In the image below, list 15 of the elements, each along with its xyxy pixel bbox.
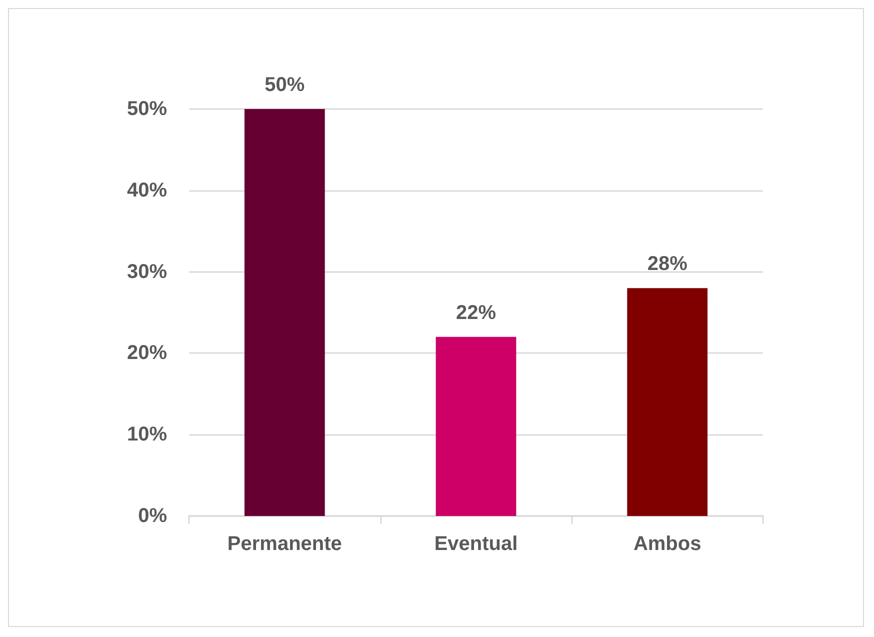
x-tick-label: Eventual bbox=[434, 533, 518, 555]
x-tick-label: Ambos bbox=[633, 533, 702, 555]
y-tick-label: 50% bbox=[126, 98, 168, 120]
y-tick-label: 10% bbox=[126, 424, 168, 446]
data-label: 28% bbox=[647, 253, 688, 276]
data-label: 22% bbox=[456, 302, 496, 324]
x-tick-label: Permanente bbox=[227, 533, 342, 555]
y-tick-label: 40% bbox=[126, 179, 168, 202]
bar bbox=[627, 288, 708, 516]
y-tick-label: 30% bbox=[126, 260, 168, 283]
y-tick-label: 0% bbox=[138, 505, 168, 527]
bar bbox=[244, 109, 325, 516]
y-tick-label: 20% bbox=[126, 342, 168, 364]
data-label: 50% bbox=[264, 74, 305, 96]
bar bbox=[436, 336, 516, 516]
